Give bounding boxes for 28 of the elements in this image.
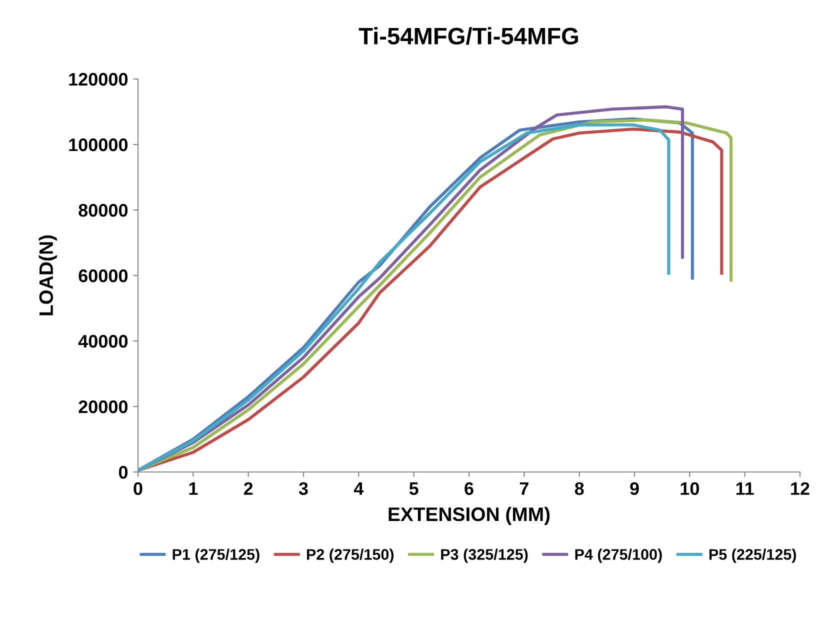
x-tick-label: 0 [134, 482, 142, 495]
x-axis-title: EXTENSION (MM) [388, 506, 550, 526]
x-tick-label: 11 [736, 482, 754, 495]
x-tick-label: 8 [574, 482, 584, 495]
x-tick-label: 10 [680, 482, 699, 495]
y-tick-label: 100000 [69, 138, 128, 152]
x-tick-label: 7 [520, 482, 528, 495]
legend-label: P2 (275/150) [306, 548, 394, 563]
y-tick-label: 60000 [78, 269, 128, 282]
legend-label: P1 (275/125) [172, 548, 260, 563]
x-tick-label: 5 [409, 482, 418, 495]
y-tick-label: 40000 [78, 334, 128, 348]
x-tick-label: 3 [298, 482, 308, 496]
y-tick-label: 0 [118, 466, 128, 479]
x-tick-label: 12 [791, 482, 810, 495]
y-tick-label: 80000 [78, 204, 128, 217]
x-tick-label: 4 [354, 482, 364, 495]
legend-label: P4 (275/100) [575, 548, 662, 563]
x-tick-label: 2 [244, 482, 253, 495]
y-tick-label: 20000 [78, 400, 128, 414]
legend-label: P5 (225/125) [709, 548, 796, 563]
x-tick-label: 1 [189, 482, 198, 495]
chart-title: Ti-54MFG/Ti-54MFG [358, 27, 578, 45]
x-tick-label: 6 [464, 482, 474, 495]
x-tick-label: 9 [630, 482, 639, 495]
legend-label: P3 (325/125) [441, 548, 528, 563]
y-axis-title: LOAD(N) [38, 235, 57, 316]
y-tick-label: 120000 [69, 72, 128, 86]
